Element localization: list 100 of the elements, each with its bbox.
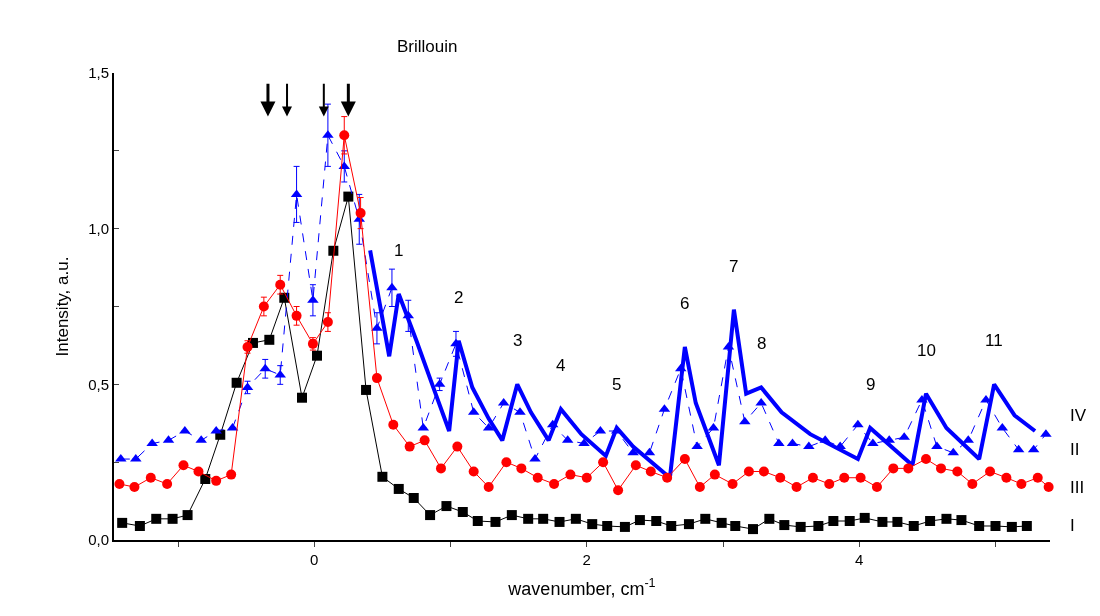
point <box>114 478 125 489</box>
point <box>990 520 1001 531</box>
point <box>855 472 866 483</box>
y-axis-title: Intensity, a.u. <box>53 256 73 357</box>
annotation: 11 <box>985 331 1003 350</box>
point <box>807 472 818 483</box>
annotation: 4 <box>556 356 566 375</box>
point <box>666 520 677 531</box>
point <box>662 472 673 483</box>
point <box>1001 472 1012 483</box>
point <box>490 516 501 527</box>
point <box>343 191 354 202</box>
point <box>1032 472 1043 483</box>
y-tick-label: 1,0 <box>88 219 109 237</box>
x-axis-title: wavenumber, cm$^{-1}$ <box>507 576 656 599</box>
point <box>145 472 156 483</box>
point <box>182 510 193 521</box>
point <box>967 478 978 489</box>
point <box>613 485 624 496</box>
point <box>322 317 333 328</box>
point <box>211 475 222 486</box>
point <box>813 520 824 531</box>
point <box>824 478 835 489</box>
point <box>386 282 398 291</box>
x-tick-label: 0 <box>310 551 319 568</box>
point <box>361 384 372 395</box>
point <box>931 441 943 450</box>
point <box>538 513 549 524</box>
point <box>275 279 286 290</box>
point <box>259 363 271 372</box>
point <box>936 463 946 474</box>
point <box>226 469 237 480</box>
point <box>1043 482 1054 493</box>
point <box>916 394 928 403</box>
annotation: 1 <box>394 241 404 260</box>
point <box>452 441 463 452</box>
point <box>775 472 786 483</box>
point <box>506 510 517 521</box>
point <box>565 469 576 480</box>
point <box>859 512 870 523</box>
point <box>178 460 189 471</box>
annotation: 6 <box>680 294 690 313</box>
y-tick-label: 0,5 <box>88 375 109 393</box>
point <box>795 521 806 532</box>
annotation: 10 <box>917 341 936 360</box>
point <box>570 513 581 524</box>
point <box>258 301 269 312</box>
point <box>651 516 662 527</box>
point <box>730 520 741 531</box>
point <box>758 466 769 477</box>
point <box>709 469 720 480</box>
point <box>675 363 687 372</box>
point <box>985 466 996 477</box>
point <box>791 482 802 493</box>
point <box>425 510 436 521</box>
point <box>877 516 888 527</box>
point <box>587 519 598 530</box>
point <box>501 457 512 468</box>
point <box>419 435 430 446</box>
point <box>1016 478 1027 489</box>
point <box>941 513 952 524</box>
point <box>483 482 494 493</box>
point <box>371 373 382 384</box>
point <box>602 520 613 531</box>
point <box>683 519 694 530</box>
point <box>516 463 527 474</box>
series-label: III <box>1070 478 1085 497</box>
point <box>739 416 751 425</box>
point <box>679 454 690 465</box>
point <box>803 441 815 450</box>
point <box>747 524 758 535</box>
y-tick-label: 0,0 <box>88 531 109 549</box>
x-tick-label: 4 <box>855 551 864 568</box>
point <box>727 478 738 489</box>
point <box>162 478 173 489</box>
point <box>468 466 479 477</box>
point <box>532 472 543 483</box>
point <box>852 419 864 428</box>
text: I <box>1070 516 1075 535</box>
annotation: 2 <box>454 288 464 307</box>
point <box>581 472 592 483</box>
point <box>523 513 534 524</box>
point <box>691 441 703 450</box>
point <box>598 457 609 468</box>
point <box>956 515 967 526</box>
point <box>554 516 565 527</box>
annotation: 3 <box>513 331 523 350</box>
point <box>167 513 178 524</box>
point <box>952 466 963 477</box>
annotation: 7 <box>729 257 739 276</box>
point <box>627 447 639 456</box>
annotation: 5 <box>612 375 622 394</box>
point <box>634 515 645 526</box>
series-label: II <box>1070 440 1080 459</box>
point <box>892 516 903 527</box>
annotation: 9 <box>866 375 876 394</box>
point <box>312 350 322 361</box>
point <box>779 520 790 531</box>
point <box>408 492 419 503</box>
point <box>457 506 468 517</box>
